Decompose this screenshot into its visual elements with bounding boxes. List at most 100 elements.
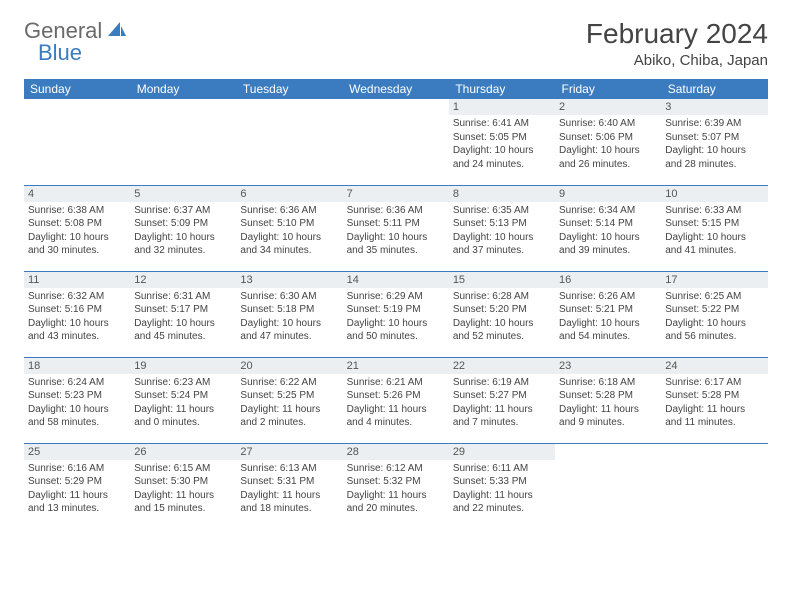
- logo-sail-icon: [106, 20, 128, 43]
- day-number: 18: [24, 358, 130, 374]
- day-number: 28: [343, 444, 449, 460]
- day-number: 5: [130, 186, 236, 202]
- weekday-header: Wednesday: [343, 79, 449, 99]
- day-sunrise: Sunrise: 6:34 AM: [559, 204, 657, 218]
- day-number: 1: [449, 99, 555, 115]
- day-daylight: Daylight: 11 hours and 4 minutes.: [347, 403, 445, 430]
- day-sunset: Sunset: 5:32 PM: [347, 475, 445, 489]
- day-number: 10: [661, 186, 767, 202]
- day-daylight: Daylight: 10 hours and 24 minutes.: [453, 144, 551, 171]
- day-daylight: Daylight: 10 hours and 41 minutes.: [665, 231, 763, 258]
- calendar-day-cell: 16Sunrise: 6:26 AMSunset: 5:21 PMDayligh…: [555, 271, 661, 357]
- day-sunset: Sunset: 5:29 PM: [28, 475, 126, 489]
- day-number: 3: [661, 99, 767, 115]
- day-sunrise: Sunrise: 6:40 AM: [559, 117, 657, 131]
- day-daylight: Daylight: 10 hours and 26 minutes.: [559, 144, 657, 171]
- day-sunset: Sunset: 5:25 PM: [240, 389, 338, 403]
- day-sunset: Sunset: 5:26 PM: [347, 389, 445, 403]
- weekday-header: Monday: [130, 79, 236, 99]
- day-daylight: Daylight: 10 hours and 32 minutes.: [134, 231, 232, 258]
- day-daylight: Daylight: 11 hours and 11 minutes.: [665, 403, 763, 430]
- day-number: 14: [343, 272, 449, 288]
- day-number: 20: [236, 358, 342, 374]
- calendar-day-cell: 1Sunrise: 6:41 AMSunset: 5:05 PMDaylight…: [449, 99, 555, 185]
- day-sunrise: Sunrise: 6:26 AM: [559, 290, 657, 304]
- day-sunrise: Sunrise: 6:31 AM: [134, 290, 232, 304]
- day-number: 7: [343, 186, 449, 202]
- day-number: 12: [130, 272, 236, 288]
- day-sunset: Sunset: 5:28 PM: [665, 389, 763, 403]
- day-sunrise: Sunrise: 6:11 AM: [453, 462, 551, 476]
- day-daylight: Daylight: 10 hours and 28 minutes.: [665, 144, 763, 171]
- day-number: 16: [555, 272, 661, 288]
- logo-text-blue: Blue: [38, 40, 82, 66]
- day-sunset: Sunset: 5:18 PM: [240, 303, 338, 317]
- day-number: 19: [130, 358, 236, 374]
- calendar-day-cell: 10Sunrise: 6:33 AMSunset: 5:15 PMDayligh…: [661, 185, 767, 271]
- day-sunset: Sunset: 5:20 PM: [453, 303, 551, 317]
- calendar-day-cell: 23Sunrise: 6:18 AMSunset: 5:28 PMDayligh…: [555, 357, 661, 443]
- day-sunset: Sunset: 5:30 PM: [134, 475, 232, 489]
- day-number: 13: [236, 272, 342, 288]
- day-sunrise: Sunrise: 6:39 AM: [665, 117, 763, 131]
- day-sunrise: Sunrise: 6:38 AM: [28, 204, 126, 218]
- day-sunset: Sunset: 5:33 PM: [453, 475, 551, 489]
- day-sunset: Sunset: 5:23 PM: [28, 389, 126, 403]
- day-number: 4: [24, 186, 130, 202]
- calendar-week-row: 25Sunrise: 6:16 AMSunset: 5:29 PMDayligh…: [24, 443, 768, 529]
- calendar-day-cell: 28Sunrise: 6:12 AMSunset: 5:32 PMDayligh…: [343, 443, 449, 529]
- calendar-header-row: SundayMondayTuesdayWednesdayThursdayFrid…: [24, 79, 768, 99]
- calendar-day-cell: 17Sunrise: 6:25 AMSunset: 5:22 PMDayligh…: [661, 271, 767, 357]
- logo: General Blue: [24, 18, 130, 44]
- day-daylight: Daylight: 11 hours and 22 minutes.: [453, 489, 551, 516]
- calendar-empty-cell: [130, 99, 236, 185]
- day-number: 8: [449, 186, 555, 202]
- calendar-day-cell: 27Sunrise: 6:13 AMSunset: 5:31 PMDayligh…: [236, 443, 342, 529]
- page-header: General Blue February 2024 Abiko, Chiba,…: [24, 18, 768, 69]
- day-sunrise: Sunrise: 6:23 AM: [134, 376, 232, 390]
- calendar-empty-cell: [343, 99, 449, 185]
- calendar-day-cell: 4Sunrise: 6:38 AMSunset: 5:08 PMDaylight…: [24, 185, 130, 271]
- calendar-week-row: 18Sunrise: 6:24 AMSunset: 5:23 PMDayligh…: [24, 357, 768, 443]
- calendar-page: General Blue February 2024 Abiko, Chiba,…: [0, 0, 792, 547]
- day-daylight: Daylight: 10 hours and 58 minutes.: [28, 403, 126, 430]
- day-sunset: Sunset: 5:06 PM: [559, 131, 657, 145]
- day-daylight: Daylight: 10 hours and 56 minutes.: [665, 317, 763, 344]
- day-daylight: Daylight: 10 hours and 52 minutes.: [453, 317, 551, 344]
- day-daylight: Daylight: 10 hours and 50 minutes.: [347, 317, 445, 344]
- day-sunrise: Sunrise: 6:17 AM: [665, 376, 763, 390]
- calendar-day-cell: 24Sunrise: 6:17 AMSunset: 5:28 PMDayligh…: [661, 357, 767, 443]
- day-daylight: Daylight: 10 hours and 47 minutes.: [240, 317, 338, 344]
- day-sunrise: Sunrise: 6:33 AM: [665, 204, 763, 218]
- day-daylight: Daylight: 11 hours and 18 minutes.: [240, 489, 338, 516]
- day-number: 27: [236, 444, 342, 460]
- location-text: Abiko, Chiba, Japan: [586, 52, 768, 69]
- day-sunset: Sunset: 5:27 PM: [453, 389, 551, 403]
- day-sunrise: Sunrise: 6:19 AM: [453, 376, 551, 390]
- calendar-day-cell: 19Sunrise: 6:23 AMSunset: 5:24 PMDayligh…: [130, 357, 236, 443]
- calendar-week-row: 11Sunrise: 6:32 AMSunset: 5:16 PMDayligh…: [24, 271, 768, 357]
- day-sunset: Sunset: 5:10 PM: [240, 217, 338, 231]
- day-number: 6: [236, 186, 342, 202]
- calendar-day-cell: 21Sunrise: 6:21 AMSunset: 5:26 PMDayligh…: [343, 357, 449, 443]
- day-number: 23: [555, 358, 661, 374]
- day-number: 15: [449, 272, 555, 288]
- calendar-day-cell: 9Sunrise: 6:34 AMSunset: 5:14 PMDaylight…: [555, 185, 661, 271]
- day-number: 17: [661, 272, 767, 288]
- day-number: 2: [555, 99, 661, 115]
- day-daylight: Daylight: 10 hours and 34 minutes.: [240, 231, 338, 258]
- calendar-day-cell: 26Sunrise: 6:15 AMSunset: 5:30 PMDayligh…: [130, 443, 236, 529]
- calendar-day-cell: 25Sunrise: 6:16 AMSunset: 5:29 PMDayligh…: [24, 443, 130, 529]
- weekday-header: Tuesday: [236, 79, 342, 99]
- day-sunrise: Sunrise: 6:37 AM: [134, 204, 232, 218]
- calendar-body: 1Sunrise: 6:41 AMSunset: 5:05 PMDaylight…: [24, 99, 768, 529]
- day-sunset: Sunset: 5:11 PM: [347, 217, 445, 231]
- day-sunrise: Sunrise: 6:12 AM: [347, 462, 445, 476]
- weekday-header: Saturday: [661, 79, 767, 99]
- day-daylight: Daylight: 10 hours and 30 minutes.: [28, 231, 126, 258]
- day-sunset: Sunset: 5:05 PM: [453, 131, 551, 145]
- day-daylight: Daylight: 10 hours and 43 minutes.: [28, 317, 126, 344]
- day-daylight: Daylight: 11 hours and 13 minutes.: [28, 489, 126, 516]
- day-number: 22: [449, 358, 555, 374]
- calendar-day-cell: 6Sunrise: 6:36 AMSunset: 5:10 PMDaylight…: [236, 185, 342, 271]
